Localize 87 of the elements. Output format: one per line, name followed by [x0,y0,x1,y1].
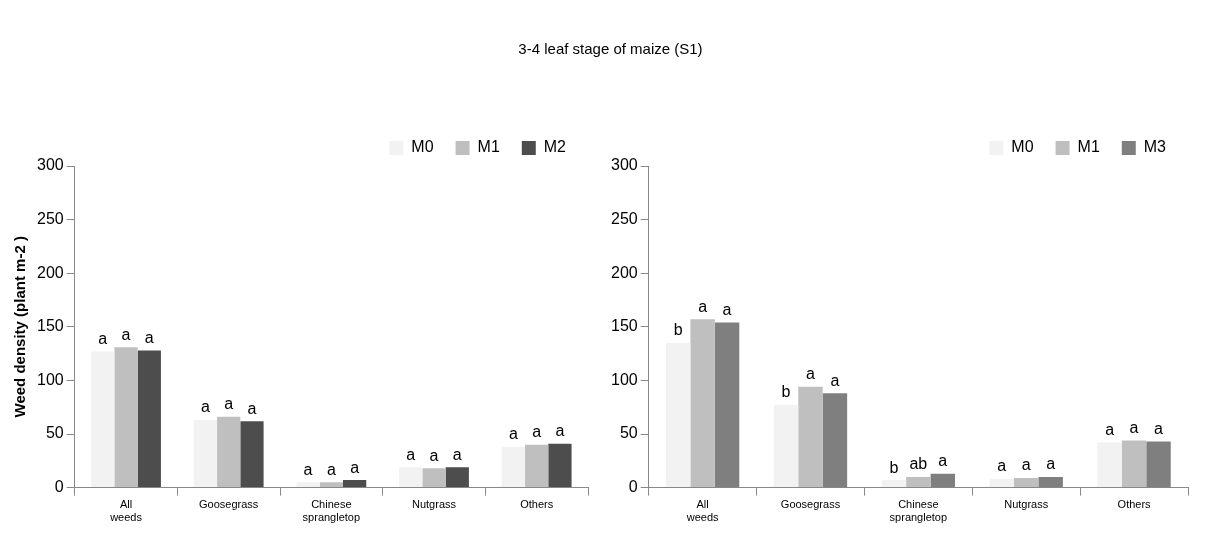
y-tick-label: 250 [610,210,638,228]
bar [989,479,1014,488]
x-tick-label: Goosegrass [780,498,841,511]
legend-label: M1 [477,138,500,156]
data-label: a [1046,455,1056,473]
x-tick-label: Others [1117,498,1152,511]
data-label: a [1154,419,1164,437]
x-tick-label: Others [520,498,554,511]
bar [548,443,572,488]
data-label: a [406,445,416,463]
bar [319,482,343,488]
data-label: a [144,328,154,346]
x-tick-label: All weeds [685,498,720,524]
bar [193,420,218,488]
bar [1097,442,1122,488]
data-label: a [1021,456,1031,474]
bar [240,421,264,488]
y-axis-title: Weed density (plant m-2 ) [11,236,29,418]
data-label: a [1105,420,1115,438]
data-label: a [698,297,708,315]
y-tick-label: 0 [628,478,638,496]
data-label: a [555,422,565,440]
legend-label: M1 [1077,138,1100,156]
y-tick-label: 150 [610,317,638,335]
bar [445,467,469,488]
data-label: a [326,460,336,478]
bar [881,480,907,488]
data-label: a [200,398,210,416]
data-label: a [1129,418,1139,436]
bar [690,319,715,488]
y-tick-label: 100 [610,370,638,388]
data-label: a [303,460,313,478]
y-tick-label: 0 [54,478,64,496]
y-tick-label: 200 [610,263,638,281]
y-tick-label: 200 [36,263,64,281]
y-tick-label: 50 [45,424,64,442]
bar [342,480,367,488]
data-label: ab [909,455,928,473]
bar [501,446,526,488]
bar [399,467,423,488]
x-tick-label: Chinese sprangletop [889,498,948,524]
data-label: a [350,458,360,476]
y-tick-label: 50 [619,424,638,442]
y-tick-label: 300 [610,156,638,174]
data-label: a [247,399,257,417]
bar [422,468,446,488]
data-label: b [781,383,791,401]
x-tick-label: Goosegrass [199,498,259,511]
data-label: a [532,423,542,441]
data-label: a [508,425,518,443]
chart-title: 3-4 leaf stage of maize (S1) [518,40,703,57]
data-label: a [121,325,131,343]
legend-label: M0 [1011,138,1034,156]
data-label: a [452,445,462,463]
data-label: a [429,446,439,464]
bar [91,351,115,488]
bar [1121,440,1147,488]
bar [1013,477,1039,488]
data-label: b [889,458,899,476]
legend-label: M2 [543,138,567,156]
x-tick-label: All weeds [109,498,143,524]
y-tick-label: 150 [36,317,64,335]
y-tick-label: 250 [36,210,64,228]
bar [137,350,161,488]
y-tick-label: 300 [36,156,64,174]
bar [906,476,931,488]
y-tick-label: 100 [36,370,64,388]
bar [217,416,241,488]
x-tick-label: Nutgrass [1004,498,1049,511]
data-label: a [938,452,948,470]
data-label: a [224,395,234,413]
bar [114,347,138,488]
data-label: a [997,457,1007,475]
legend-label: M3 [1143,138,1167,156]
bar [525,444,549,488]
data-label: a [722,300,732,318]
x-tick-label: Nutgrass [411,498,457,511]
x-tick-label: Chinese sprangletop [302,498,361,524]
bar [296,482,320,488]
data-label: a [98,329,108,347]
bar [665,342,691,488]
data-label: b [673,321,683,339]
bar [798,386,823,488]
bar [773,405,799,488]
data-label: a [830,371,840,389]
legend-label: M0 [411,138,434,156]
data-label: a [806,365,816,383]
